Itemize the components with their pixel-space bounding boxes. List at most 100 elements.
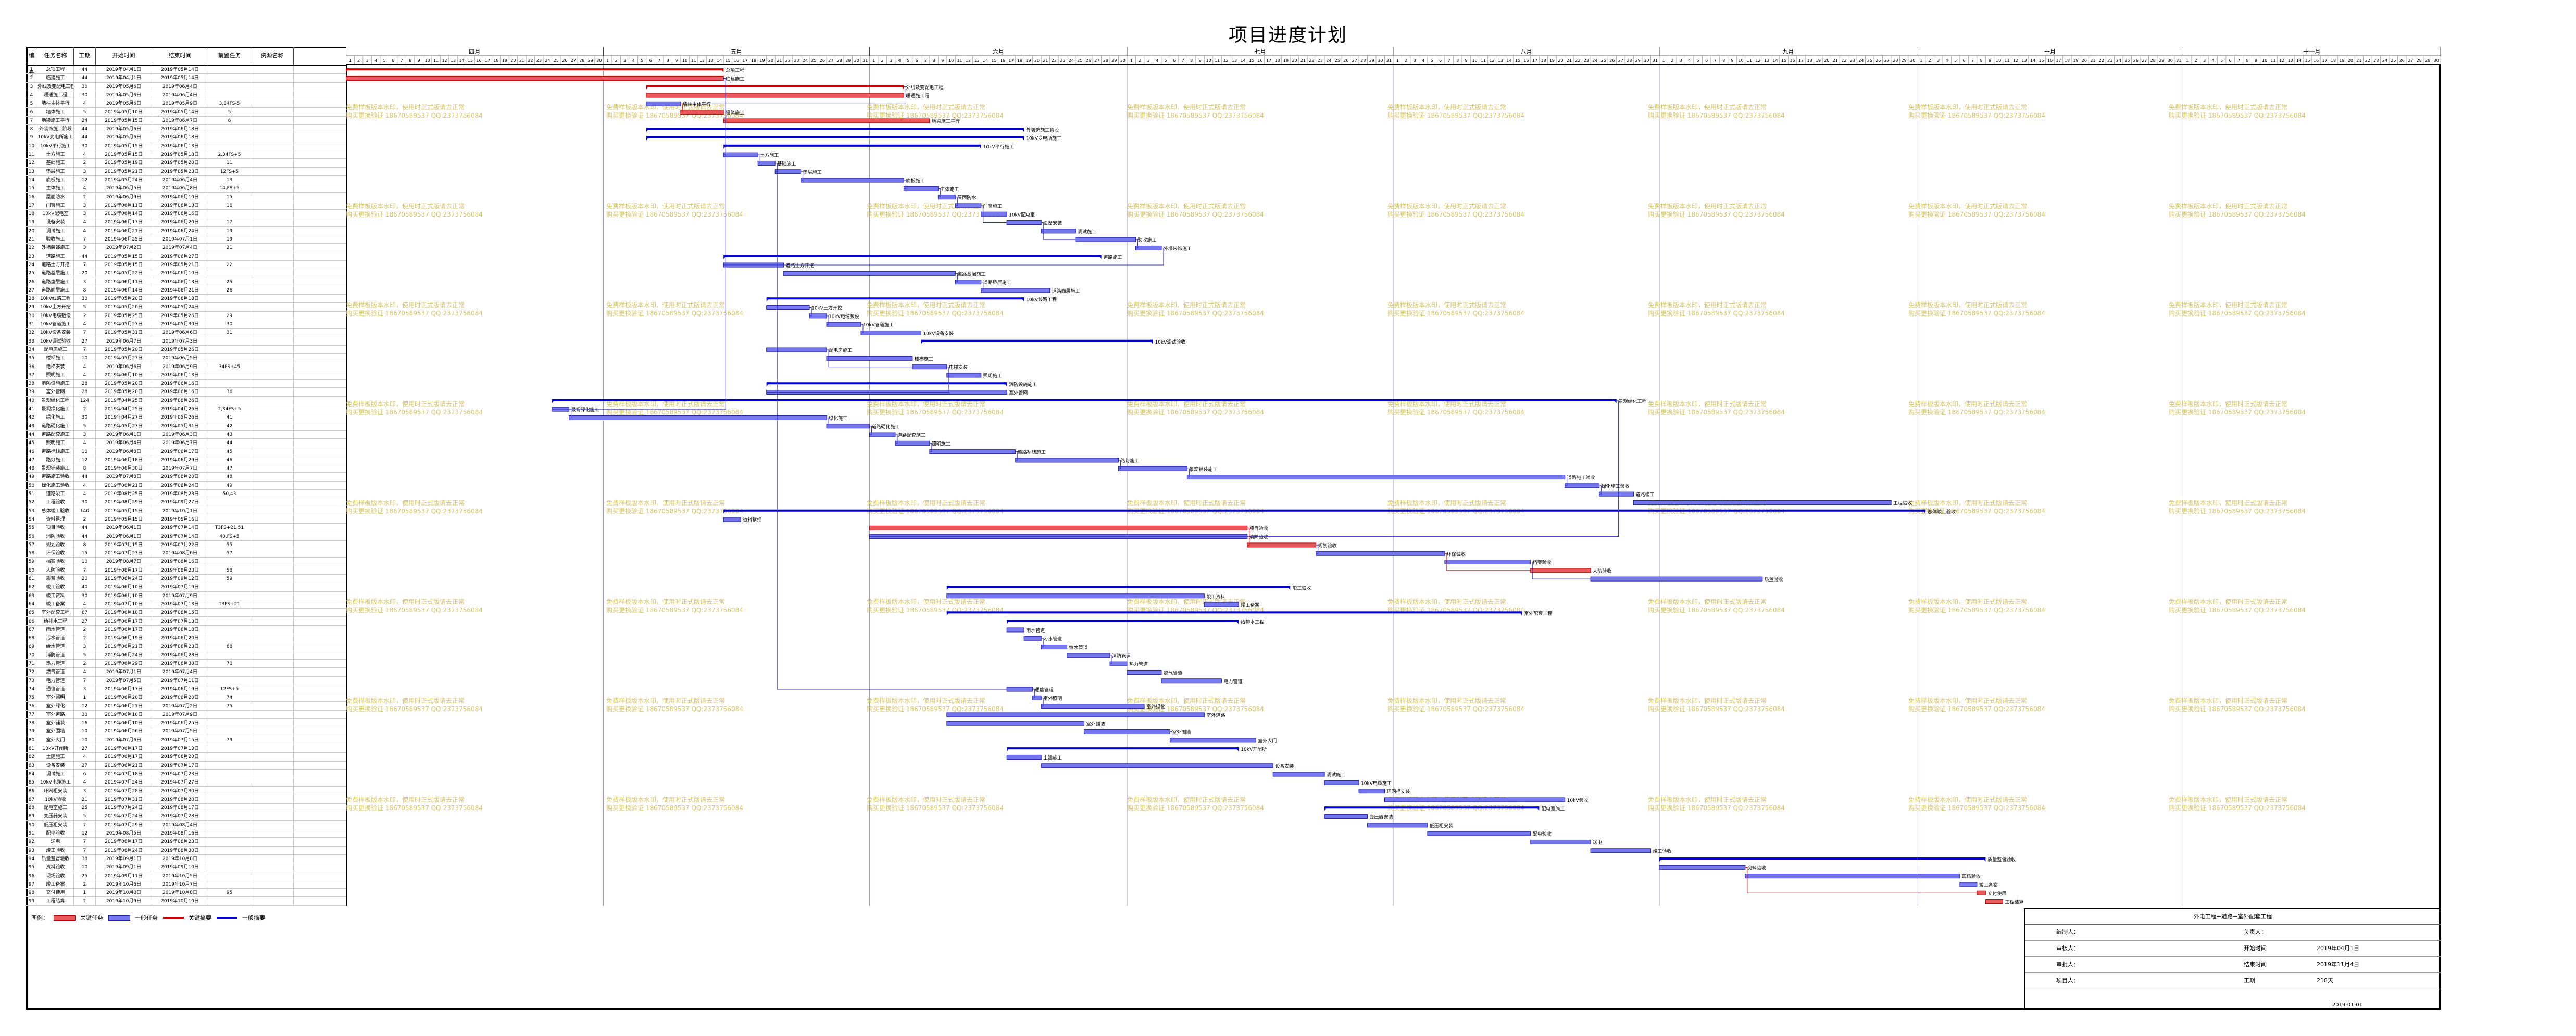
table-row[interactable]: 36 电梯安装 4 2019年06月6日 2019年06月9日 34FS+45 <box>26 362 346 371</box>
table-row[interactable]: 9 10kV变电所施工 44 2019年05月6日 2019年06月18日 <box>26 133 346 142</box>
table-row[interactable]: 60 人防验收 7 2019年08月17日 2019年08月23日 58 <box>26 566 346 575</box>
table-row[interactable]: 37 照明施工 4 2019年06月10日 2019年06月13日 <box>26 371 346 380</box>
table-row[interactable]: 42 绿化施工 30 2019年04月27日 2019年05月26日 41 <box>26 413 346 422</box>
table-row[interactable]: 86 环网柜安装 3 2019年07月28日 2019年07月30日 <box>26 787 346 795</box>
table-row[interactable]: 94 质量监督验收 38 2019年09月1日 2019年10月8日 <box>26 854 346 864</box>
table-row[interactable]: 81 10kV开闭所 27 2019年06月17日 2019年07月13日 <box>26 744 346 753</box>
table-row[interactable]: 25 道路基层施工 20 2019年05月22日 2019年06月10日 <box>26 269 346 278</box>
table-row[interactable]: 78 室外铺装 16 2019年06月10日 2019年06月25日 <box>26 719 346 728</box>
table-row[interactable]: 40 景观绿化工程 124 2019年04月25日 2019年08月26日 <box>26 396 346 405</box>
table-row[interactable]: 29 10kV土方开挖 5 2019年05月20日 2019年05月24日 <box>26 303 346 312</box>
table-row[interactable]: 90 低压柜安装 7 2019年07月29日 2019年08月4日 <box>26 820 346 829</box>
table-row[interactable]: 3 外线及变配电工程 30 2019年05月6日 2019年06月4日 <box>26 82 346 91</box>
table-row[interactable]: 35 楼梯施工 10 2019年05月27日 2019年06月5日 <box>26 354 346 363</box>
table-row[interactable]: 82 土建施工 4 2019年06月17日 2019年06月20日 <box>26 753 346 762</box>
table-row[interactable]: 28 10kV线路工程 30 2019年05月20日 2019年06月18日 <box>26 295 346 304</box>
table-row[interactable]: 57 规划验收 8 2019年07月15日 2019年07月22日 55 <box>26 540 346 550</box>
table-row[interactable]: 71 热力管道 2 2019年06月29日 2019年06月30日 70 <box>26 660 346 668</box>
table-row[interactable]: 59 档案验收 10 2019年08月7日 2019年08月16日 <box>26 558 346 566</box>
table-row[interactable]: 75 室外照明 1 2019年06月20日 2019年06月20日 74 <box>26 693 346 702</box>
table-row[interactable]: 79 室外围墙 10 2019年06月26日 2019年07月5日 <box>26 727 346 736</box>
table-row[interactable]: 47 路灯施工 12 2019年06月18日 2019年06月29日 46 <box>26 456 346 465</box>
table-row[interactable]: 27 道路面层施工 8 2019年06月14日 2019年06月21日 26 <box>26 286 346 295</box>
table-row[interactable]: 44 道路配套施工 3 2019年06月1日 2019年06月3日 43 <box>26 430 346 439</box>
table-row[interactable]: 5 墙柱主体平行 4 2019年05月6日 2019年05月9日 3,34FS-5 <box>26 99 346 108</box>
table-row[interactable]: 80 室外大门 10 2019年07月6日 2019年07月15日 79 <box>26 736 346 744</box>
table-row[interactable]: 77 室外道路 30 2019年06月10日 2019年07月9日 <box>26 710 346 719</box>
table-row[interactable]: 61 质监验收 20 2019年08月24日 2019年09月12日 59 <box>26 575 346 584</box>
table-row[interactable]: 73 电力管道 7 2019年07月5日 2019年07月11日 <box>26 676 346 685</box>
table-row[interactable]: 24 道路土方开挖 7 2019年05月15日 2019年05月21日 22 <box>26 260 346 270</box>
table-row[interactable]: 65 室外配套工程 67 2019年06月10日 2019年08月15日 <box>26 609 346 617</box>
table-row[interactable]: 68 污水管道 2 2019年06月19日 2019年06月20日 <box>26 634 346 643</box>
table-row[interactable]: 31 10kV管道施工 4 2019年05月27日 2019年05月30日 30 <box>26 320 346 329</box>
table-row[interactable]: 21 验收施工 7 2019年06月25日 2019年07月1日 19 <box>26 235 346 244</box>
table-row[interactable]: 95 资料验收 10 2019年09月1日 2019年09月10日 <box>26 863 346 872</box>
table-row[interactable]: 91 配电验收 12 2019年08月5日 2019年08月16日 <box>26 829 346 838</box>
table-row[interactable]: 69 给水管道 3 2019年06月21日 2019年06月23日 68 <box>26 642 346 651</box>
table-row[interactable]: 53 总体竣工验收 140 2019年05月15日 2019年10月1日 <box>26 507 346 515</box>
table-row[interactable]: 30 10kV电缆敷设 2 2019年05月25日 2019年05月26日 29 <box>26 311 346 320</box>
table-row[interactable]: 34 配电房施工 7 2019年05月20日 2019年05月26日 <box>26 345 346 355</box>
table-row[interactable]: 32 10kV设备安装 7 2019年05月31日 2019年06月6日 31 <box>26 329 346 337</box>
table-row[interactable]: 67 雨水管道 2 2019年06月17日 2019年06月18日 <box>26 625 346 635</box>
table-row[interactable]: 62 竣工验收 40 2019年06月10日 2019年07月19日 <box>26 583 346 592</box>
table-row[interactable]: 54 资料整理 2 2019年05月15日 2019年05月16日 <box>26 515 346 524</box>
table-row[interactable]: 4 暖通施工程 30 2019年05月6日 2019年06月4日 <box>26 91 346 100</box>
table-row[interactable]: 12 基础施工 2 2019年05月19日 2019年05月20日 11 <box>26 159 346 168</box>
table-row[interactable]: 64 竣工备案 4 2019年07月10日 2019年07月13日 T3FS+21 <box>26 600 346 609</box>
table-row[interactable]: 99 工程结算 2 2019年10月9日 2019年10月10日 <box>26 897 346 906</box>
table-row[interactable]: 87 10kV验收 21 2019年07月31日 2019年08月20日 <box>26 795 346 804</box>
table-row[interactable]: 76 室外绿化 12 2019年06月21日 2019年07月2日 75 <box>26 702 346 711</box>
table-row[interactable]: 93 竣工验收 7 2019年08月24日 2019年08月30日 <box>26 846 346 855</box>
table-row[interactable]: 55 项目验收 44 2019年06月1日 2019年07月14日 T3FS+21,51 <box>26 524 346 533</box>
table-row[interactable]: 20 调试施工 4 2019年06月21日 2019年06月24日 19 <box>26 226 346 235</box>
table-row[interactable]: 46 道路标线施工 10 2019年06月8日 2019年06月17日 45 <box>26 447 346 456</box>
table-row[interactable]: 51 道路竣工 4 2019年08月25日 2019年08月28日 50,43 <box>26 490 346 499</box>
table-row[interactable]: 8 外装饰施工阶段 44 2019年05月6日 2019年06月18日 <box>26 125 346 134</box>
table-row[interactable]: 45 照明施工 4 2019年06月4日 2019年06月7日 44 <box>26 439 346 448</box>
table-row[interactable]: 96 现场验收 25 2019年09月11日 2019年10月5日 <box>26 871 346 880</box>
table-row[interactable]: 2 临建施工 44 2019年04月1日 2019年05月14日 <box>26 74 346 83</box>
table-row[interactable]: 58 环保验收 15 2019年07月23日 2019年08月6日 57 <box>26 549 346 558</box>
table-row[interactable]: 17 门窗施工 3 2019年06月11日 2019年06月13日 16 <box>26 201 346 210</box>
table-row[interactable]: 39 室外管网 28 2019年05月20日 2019年06月16日 36 <box>26 388 346 397</box>
table-row[interactable]: 11 土方施工 4 2019年05月15日 2019年05月18日 2,34FS+5 <box>26 150 346 159</box>
table-row[interactable]: 66 给排水工程 27 2019年06月17日 2019年07月13日 <box>26 617 346 626</box>
table-row[interactable]: 97 竣工备案 2 2019年10月6日 2019年10月7日 <box>26 880 346 889</box>
table-cell: 44 <box>74 473 96 482</box>
table-row[interactable]: 41 景观绿化施工 2 2019年04月25日 2019年04月26日 2,34FS+5 <box>26 405 346 414</box>
table-row[interactable]: 85 10kV电缆施工 4 2019年07月24日 2019年07月27日 <box>26 778 346 787</box>
table-row[interactable]: 16 屋面防水 2 2019年06月9日 2019年06月10日 15 <box>26 193 346 201</box>
table-row[interactable]: 92 送电 7 2019年08月17日 2019年08月23日 <box>26 838 346 847</box>
table-row[interactable]: 13 垫层施工 3 2019年05月21日 2019年05月23日 12FS+5 <box>26 167 346 176</box>
table-row[interactable]: 33 10kV调试验收 27 2019年06月7日 2019年07月3日 <box>26 337 346 346</box>
table-row[interactable]: 70 消防管道 5 2019年06月24日 2019年06月28日 <box>26 651 346 660</box>
table-row[interactable]: 1 总项工程 44 2019年04月1日 2019年05月14日 <box>26 66 346 74</box>
table-row[interactable]: 26 道路垫层施工 3 2019年06月11日 2019年06月13日 25 <box>26 277 346 286</box>
table-row[interactable]: 88 配电室施工 25 2019年07月24日 2019年08月17日 <box>26 804 346 813</box>
table-row[interactable]: 83 设备安装 27 2019年06月21日 2019年07月17日 <box>26 761 346 770</box>
table-row[interactable]: 48 景观铺装施工 8 2019年06月30日 2019年07月7日 47 <box>26 464 346 473</box>
table-row[interactable]: 19 设备安装 4 2019年06月17日 2019年06月20日 17 <box>26 218 346 227</box>
table-row[interactable]: 72 燃气管道 4 2019年07月1日 2019年07月4日 <box>26 668 346 677</box>
table-row[interactable]: 22 外墙装饰施工 3 2019年07月2日 2019年07月4日 21 <box>26 244 346 252</box>
table-row[interactable]: 38 消防设施施工 28 2019年05月20日 2019年06月16日 <box>26 380 346 388</box>
table-row[interactable]: 43 道路硬化施工 5 2019年05月27日 2019年05月31日 42 <box>26 422 346 431</box>
table-row[interactable]: 23 道路施工 44 2019年05月15日 2019年06月27日 <box>26 252 346 261</box>
table-row[interactable]: 10 10kV平行施工 30 2019年05月15日 2019年06月13日 <box>26 142 346 150</box>
table-row[interactable]: 56 消防验收 44 2019年06月1日 2019年07月14日 40,FS+5 <box>26 532 346 541</box>
table-row[interactable]: 18 10kV配电室 3 2019年06月14日 2019年06月16日 <box>26 210 346 219</box>
table-row[interactable]: 74 通信管道 3 2019年06月17日 2019年06月19日 12FS+5 <box>26 685 346 694</box>
table-row[interactable]: 15 主体施工 4 2019年06月5日 2019年06月8日 14,FS+5 <box>26 184 346 193</box>
table-row[interactable]: 7 地梁施工平行 24 2019年05月15日 2019年06月7日 6 <box>26 116 346 125</box>
table-row[interactable]: 6 墙体施工 5 2019年05月10日 2019年05月14日 5 <box>26 108 346 117</box>
table-row[interactable]: 52 工程验收 30 2019年08月29日 2019年09月27日 <box>26 498 346 507</box>
table-row[interactable]: 84 调试施工 6 2019年07月18日 2019年07月23日 <box>26 769 346 779</box>
table-row[interactable]: 14 底板施工 12 2019年05月24日 2019年06月4日 13 <box>26 175 346 185</box>
table-row[interactable]: 98 交付使用 1 2019年10月8日 2019年10月8日 95 <box>26 889 346 898</box>
table-row[interactable]: 63 竣工资料 30 2019年06月10日 2019年07月9日 <box>26 591 346 600</box>
table-row[interactable]: 50 绿化施工验收 4 2019年08月21日 2019年08月24日 49 <box>26 481 346 490</box>
table-row[interactable]: 49 道路施工验收 44 2019年07月8日 2019年08月20日 48 <box>26 473 346 482</box>
table-row[interactable]: 89 变压器安装 5 2019年07月24日 2019年07月28日 <box>26 812 346 821</box>
